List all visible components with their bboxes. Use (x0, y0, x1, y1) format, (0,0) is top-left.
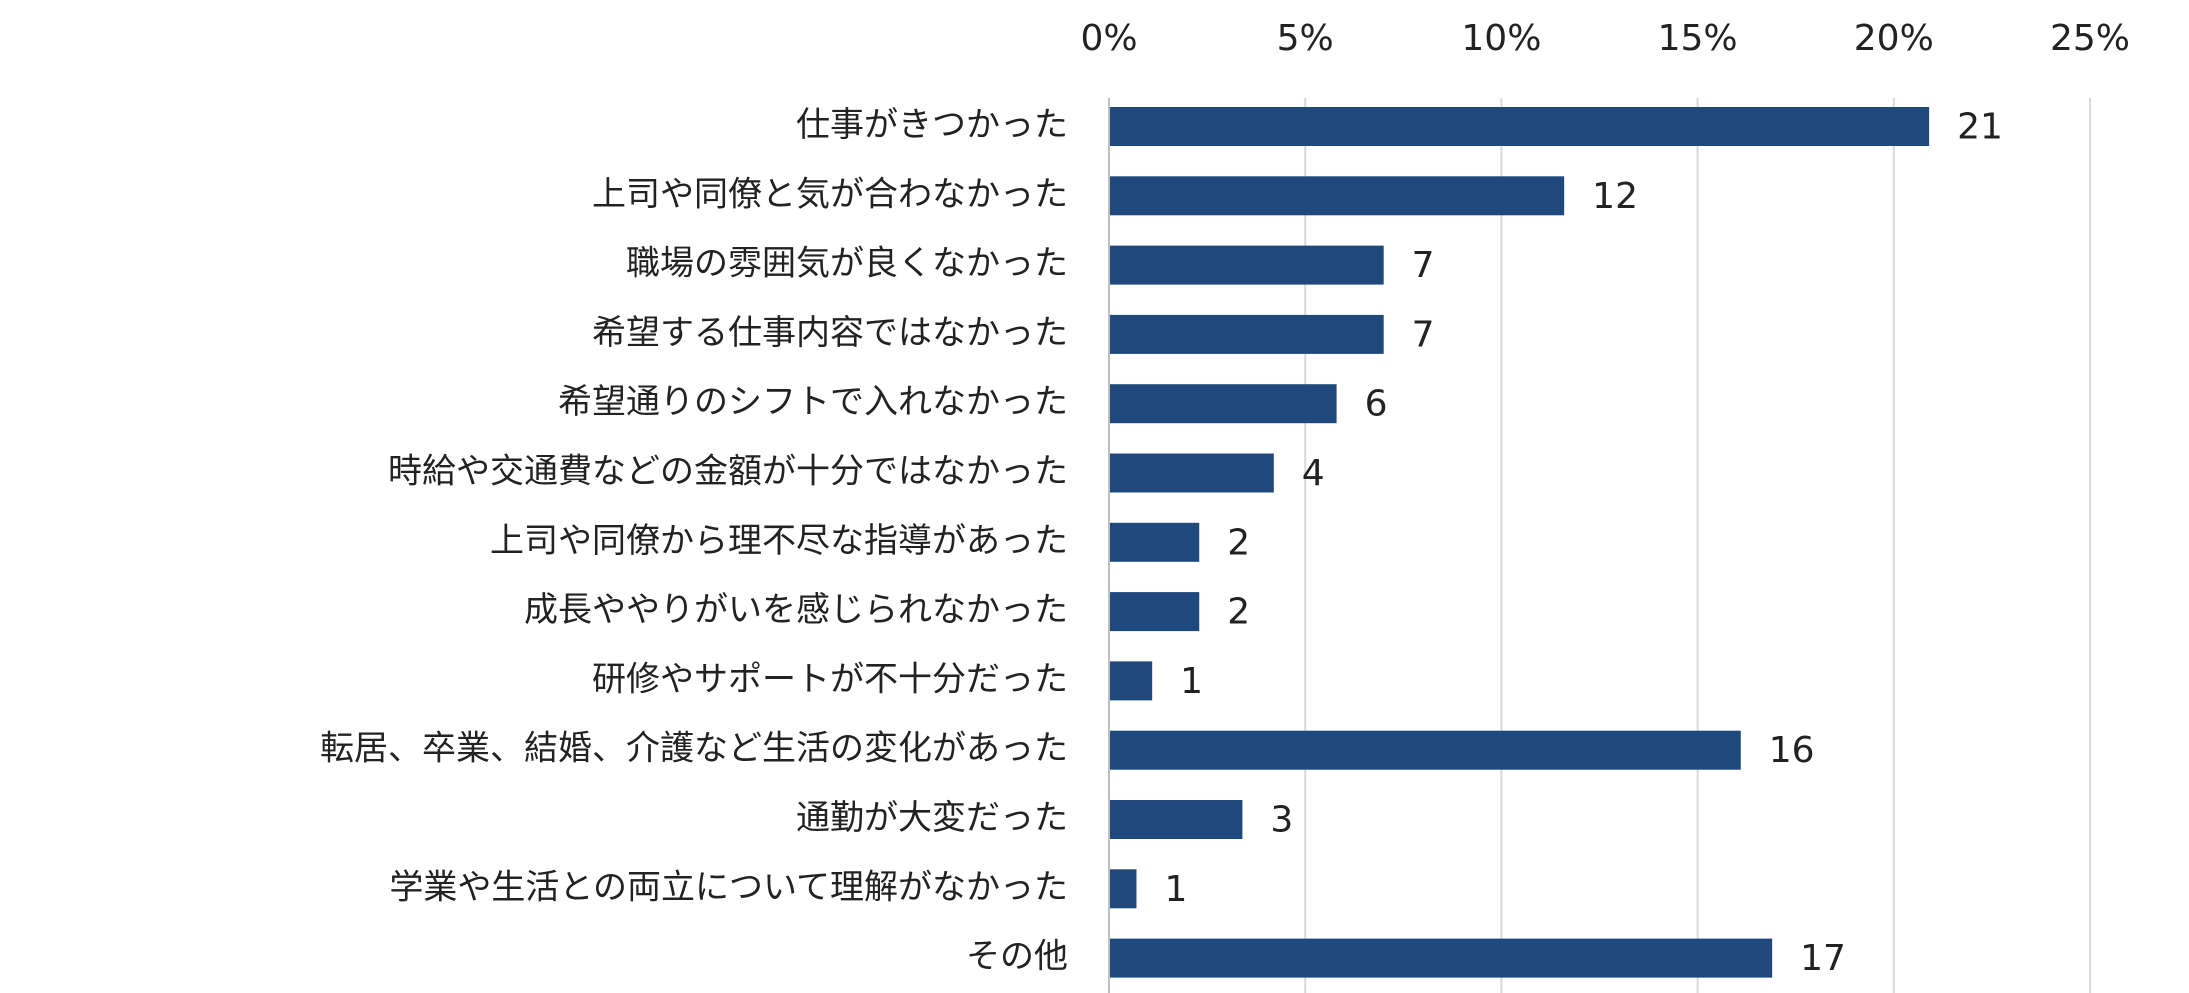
data-label: 21 (1957, 107, 2003, 148)
data-label: 3 (1270, 800, 1293, 841)
data-label: 4 (1302, 453, 1325, 494)
category-label: 希望する仕事内容ではなかった (592, 313, 1068, 353)
category-label: 学業や生活との両立について理解がなかった (389, 867, 1068, 907)
x-axis-ticks: 0% 5% 10% 15% 20% 25% (1080, 18, 2130, 59)
bar (1109, 869, 1137, 909)
x-tick-label: 10% (1461, 18, 1541, 59)
data-label: 7 (1412, 314, 1435, 355)
category-label: その他 (966, 937, 1068, 977)
data-label: 7 (1412, 245, 1435, 286)
category-label: 転居、卒業、結婚、介護など生活の変化があった (320, 729, 1068, 769)
category-labels: 仕事がきつかった上司や同僚と気が合わなかった職場の雰囲気が良くなかった希望する仕… (320, 105, 1068, 977)
category-label: 成長ややりがいを感じられなかった (524, 590, 1068, 630)
bar (1109, 107, 1930, 146)
x-tick-label: 20% (1854, 18, 1934, 59)
bar (1109, 730, 1741, 770)
data-label: 2 (1227, 592, 1250, 633)
x-tick-label: 25% (2050, 18, 2130, 59)
category-label: 上司や同僚と気が合わなかった (592, 174, 1068, 214)
bar (1109, 453, 1274, 493)
category-label: 上司や同僚から理不尽な指導があった (490, 521, 1068, 561)
bars (1109, 107, 1930, 978)
data-label: 12 (1592, 176, 1638, 217)
category-label: 仕事がきつかった (796, 105, 1068, 145)
gridlines (1304, 98, 2091, 993)
bar (1109, 938, 1773, 978)
category-label: 時給や交通費などの金額が十分ではなかった (388, 452, 1068, 492)
x-tick-label: 0% (1080, 18, 1137, 59)
data-label: 17 (1800, 938, 1846, 979)
data-label: 6 (1365, 384, 1388, 425)
bar (1109, 384, 1337, 424)
category-label: 希望通りのシフトで入れなかった (558, 382, 1068, 422)
bar (1109, 245, 1384, 285)
bar (1109, 592, 1200, 632)
data-label: 1 (1180, 661, 1203, 702)
category-label: 職場の雰囲気が良くなかった (626, 244, 1068, 284)
category-label: 通勤が大変だった (796, 798, 1068, 838)
x-tick-label: 15% (1658, 18, 1738, 59)
bar (1109, 661, 1153, 701)
x-tick-label: 5% (1277, 18, 1334, 59)
bar (1109, 176, 1565, 216)
bar (1109, 314, 1384, 354)
bar (1109, 800, 1243, 839)
category-label: 研修やサポートが不十分だった (592, 659, 1068, 699)
data-label: 16 (1769, 730, 1815, 771)
data-label: 2 (1227, 522, 1250, 563)
bar (1109, 522, 1200, 562)
data-label: 1 (1164, 869, 1187, 910)
